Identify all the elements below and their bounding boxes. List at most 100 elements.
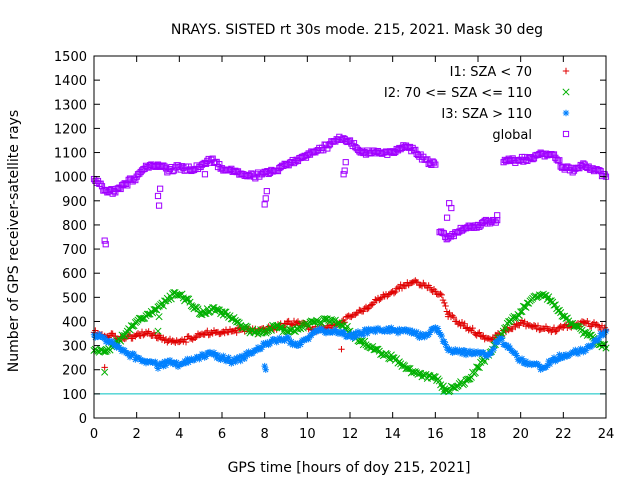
data-point	[92, 327, 99, 334]
data-point	[438, 332, 445, 340]
legend-marker	[562, 109, 570, 117]
data-point	[175, 291, 183, 299]
data-point	[224, 357, 231, 364]
data-point	[556, 157, 563, 164]
data-point	[157, 362, 164, 369]
data-point	[581, 319, 588, 326]
data-point	[377, 295, 384, 303]
data-point	[308, 332, 315, 339]
data-point	[292, 340, 299, 347]
data-point	[506, 344, 514, 352]
data-point	[580, 348, 587, 356]
data-point	[551, 301, 559, 309]
data-point	[228, 360, 235, 367]
data-point	[449, 349, 456, 356]
data-point	[513, 320, 520, 327]
data-point	[441, 299, 448, 307]
data-point	[482, 334, 490, 342]
outlier-point	[101, 237, 108, 244]
data-point	[133, 331, 140, 338]
outliers-series-3	[101, 159, 501, 248]
data-point	[480, 349, 487, 356]
data-point	[225, 328, 232, 336]
data-point	[121, 347, 128, 354]
data-point	[376, 327, 383, 334]
data-point	[408, 279, 415, 287]
data-point	[345, 312, 352, 319]
data-point	[178, 290, 186, 298]
data-point	[142, 328, 150, 336]
data-point	[386, 328, 394, 335]
data-point	[416, 334, 423, 341]
data-point	[360, 331, 367, 339]
data-point	[402, 326, 410, 333]
data-point	[474, 348, 482, 355]
data-point	[600, 332, 607, 339]
data-point	[447, 347, 455, 354]
data-point	[236, 353, 243, 360]
legend-label: global	[492, 128, 532, 143]
data-point	[220, 352, 227, 360]
outlier-point	[154, 192, 162, 200]
x-tick-label: 12	[342, 427, 359, 442]
data-point	[432, 288, 439, 295]
y-tick-label: 1300	[54, 98, 87, 113]
data-point	[249, 349, 256, 357]
data-point	[464, 324, 471, 331]
data-point	[475, 364, 483, 372]
data-point	[252, 175, 259, 182]
data-point	[93, 333, 100, 340]
data-point	[210, 349, 218, 356]
data-point	[365, 325, 372, 333]
data-point	[437, 290, 444, 298]
outlier-point	[440, 387, 448, 396]
outlier-point	[154, 335, 162, 342]
data-point	[384, 327, 391, 335]
data-point	[360, 308, 367, 315]
data-point	[192, 334, 199, 341]
y-tick-label: 1200	[54, 122, 87, 137]
data-point	[370, 325, 378, 333]
data-point	[400, 282, 407, 289]
data-point	[458, 350, 466, 358]
data-point	[545, 293, 553, 301]
data-point	[266, 340, 274, 347]
data-point	[502, 323, 510, 331]
data-point	[474, 330, 482, 337]
data-point	[454, 321, 462, 328]
x-tick-label: 24	[598, 427, 615, 442]
data-point	[364, 305, 371, 313]
data-point	[374, 324, 382, 332]
y-tick-label: 300	[62, 340, 87, 355]
data-point	[421, 333, 428, 341]
data-point	[441, 338, 448, 345]
data-point	[310, 329, 318, 337]
data-point	[152, 358, 159, 366]
data-point	[164, 339, 171, 346]
y-axis-label: Number of GPS receiver-satellite rays	[6, 110, 22, 372]
data-point	[285, 334, 292, 342]
data-point	[512, 350, 519, 357]
data-point	[474, 363, 482, 371]
data-point	[545, 327, 552, 334]
outlier-point	[494, 212, 501, 219]
data-point	[432, 161, 439, 168]
data-point	[442, 341, 449, 348]
data-point	[450, 314, 458, 321]
data-point	[150, 306, 158, 314]
data-point	[494, 338, 502, 346]
data-point	[537, 366, 544, 373]
data-point	[558, 354, 566, 362]
data-point	[349, 334, 356, 342]
data-point	[350, 334, 358, 341]
data-point	[237, 357, 244, 365]
data-point	[599, 340, 607, 348]
data-point	[573, 322, 581, 330]
chart-title: NRAYS. SISTED rt 30s mode. 215, 2021. Ma…	[171, 22, 543, 38]
data-point	[415, 369, 423, 377]
y-tick-label: 100	[62, 388, 87, 403]
outliers-series-1	[101, 313, 448, 396]
outlier-point	[155, 313, 163, 321]
axes: 0 2 4 6 8 10 12 14 16 18 20 22 240100200300400500600…	[54, 50, 614, 442]
outliers-series-2	[154, 362, 269, 373]
